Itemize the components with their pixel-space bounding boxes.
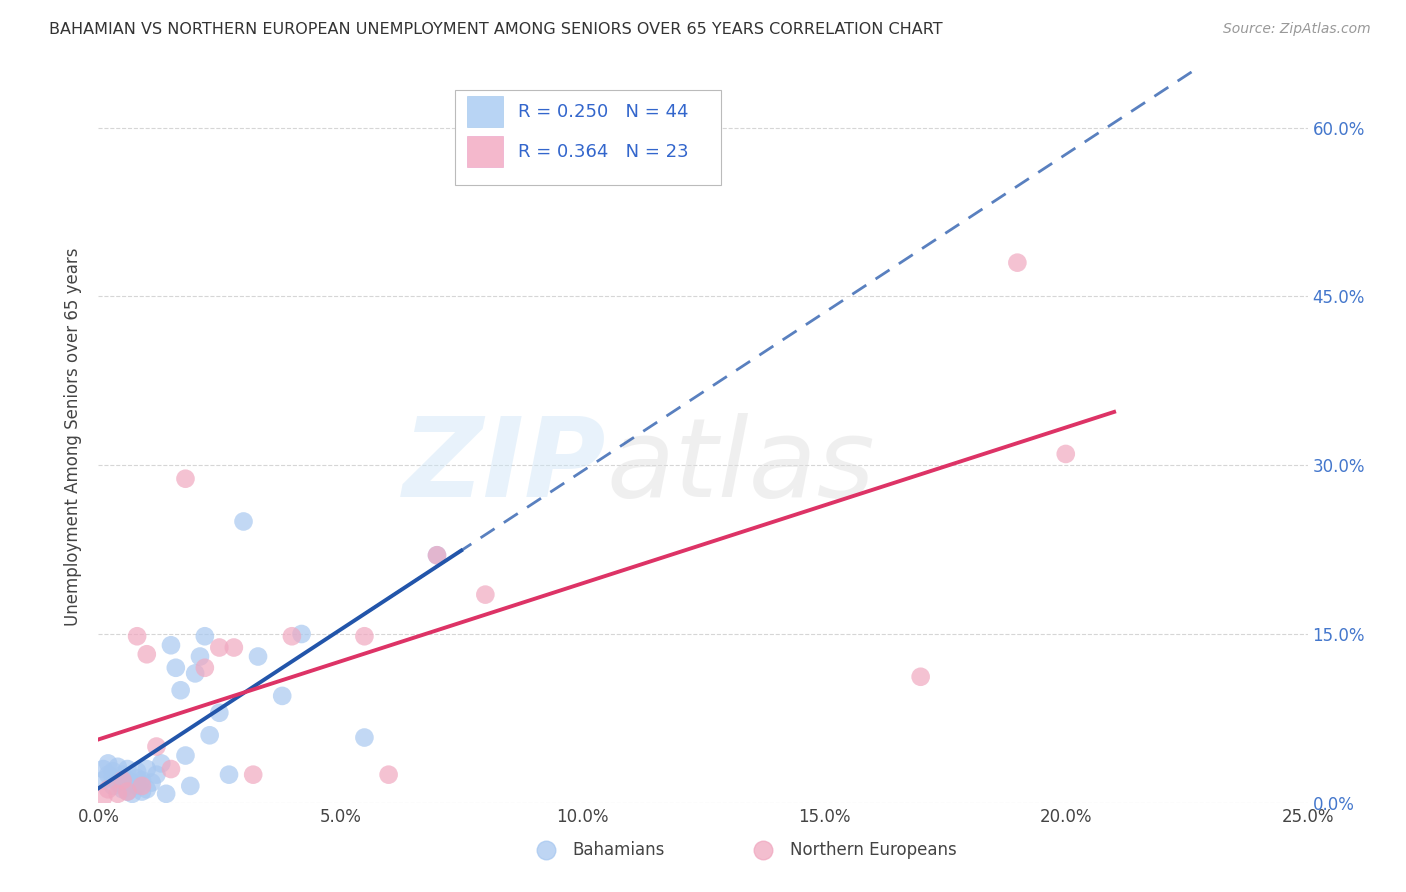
Point bbox=[222, 640, 245, 655]
Point bbox=[127, 771, 149, 785]
Text: atlas: atlas bbox=[606, 413, 875, 520]
Point bbox=[135, 647, 157, 661]
Point bbox=[188, 649, 211, 664]
Text: Bahamians: Bahamians bbox=[572, 841, 665, 859]
Text: Source: ZipAtlas.com: Source: ZipAtlas.com bbox=[1223, 22, 1371, 37]
Point bbox=[91, 762, 114, 776]
Point bbox=[117, 762, 139, 776]
Point bbox=[271, 689, 294, 703]
Point bbox=[107, 775, 129, 789]
Point bbox=[111, 773, 134, 788]
Point bbox=[127, 764, 149, 779]
Point bbox=[97, 782, 120, 797]
Point bbox=[165, 661, 187, 675]
Point bbox=[101, 764, 124, 779]
Text: Northern Europeans: Northern Europeans bbox=[790, 841, 957, 859]
Point bbox=[131, 779, 153, 793]
Point bbox=[184, 666, 207, 681]
Point bbox=[101, 779, 124, 793]
Point bbox=[174, 748, 197, 763]
Text: R = 0.250   N = 44: R = 0.250 N = 44 bbox=[517, 103, 689, 120]
Point bbox=[145, 767, 167, 781]
Point bbox=[910, 670, 932, 684]
Point bbox=[426, 548, 449, 562]
Point bbox=[169, 683, 191, 698]
Point bbox=[1007, 255, 1029, 269]
Point bbox=[91, 790, 114, 805]
Point bbox=[101, 771, 124, 785]
Point bbox=[111, 782, 134, 797]
Point bbox=[91, 773, 114, 788]
Point bbox=[121, 787, 143, 801]
Point bbox=[131, 784, 153, 798]
Point bbox=[145, 739, 167, 754]
Point bbox=[150, 756, 173, 771]
Point bbox=[121, 775, 143, 789]
Point bbox=[208, 640, 231, 655]
Point bbox=[131, 773, 153, 788]
Point bbox=[97, 767, 120, 781]
Point bbox=[247, 649, 270, 664]
Point bbox=[160, 762, 183, 776]
Point bbox=[135, 762, 157, 776]
Point bbox=[218, 767, 240, 781]
Point bbox=[117, 784, 139, 798]
Point bbox=[155, 787, 177, 801]
Point bbox=[107, 787, 129, 801]
Point bbox=[97, 756, 120, 771]
FancyBboxPatch shape bbox=[467, 96, 503, 127]
Point bbox=[117, 773, 139, 788]
Point bbox=[107, 760, 129, 774]
Point bbox=[290, 627, 312, 641]
Point bbox=[281, 629, 304, 643]
FancyBboxPatch shape bbox=[456, 90, 721, 185]
Point bbox=[160, 638, 183, 652]
FancyBboxPatch shape bbox=[467, 136, 503, 167]
Point bbox=[127, 629, 149, 643]
Text: BAHAMIAN VS NORTHERN EUROPEAN UNEMPLOYMENT AMONG SENIORS OVER 65 YEARS CORRELATI: BAHAMIAN VS NORTHERN EUROPEAN UNEMPLOYME… bbox=[49, 22, 943, 37]
Point bbox=[127, 779, 149, 793]
Point bbox=[111, 767, 134, 781]
Text: ZIP: ZIP bbox=[402, 413, 606, 520]
Point bbox=[377, 767, 399, 781]
Point bbox=[174, 472, 197, 486]
Point bbox=[353, 629, 375, 643]
Point bbox=[353, 731, 375, 745]
Point bbox=[426, 548, 449, 562]
Y-axis label: Unemployment Among Seniors over 65 years: Unemployment Among Seniors over 65 years bbox=[65, 248, 83, 626]
Point bbox=[194, 661, 217, 675]
Point bbox=[194, 629, 217, 643]
Text: R = 0.364   N = 23: R = 0.364 N = 23 bbox=[517, 143, 689, 161]
Point bbox=[1054, 447, 1077, 461]
Point bbox=[232, 515, 254, 529]
Point bbox=[117, 784, 139, 798]
Point bbox=[208, 706, 231, 720]
Point bbox=[474, 588, 496, 602]
Point bbox=[242, 767, 264, 781]
Point bbox=[141, 775, 163, 789]
Point bbox=[179, 779, 201, 793]
Point bbox=[198, 728, 221, 742]
Point bbox=[135, 782, 157, 797]
